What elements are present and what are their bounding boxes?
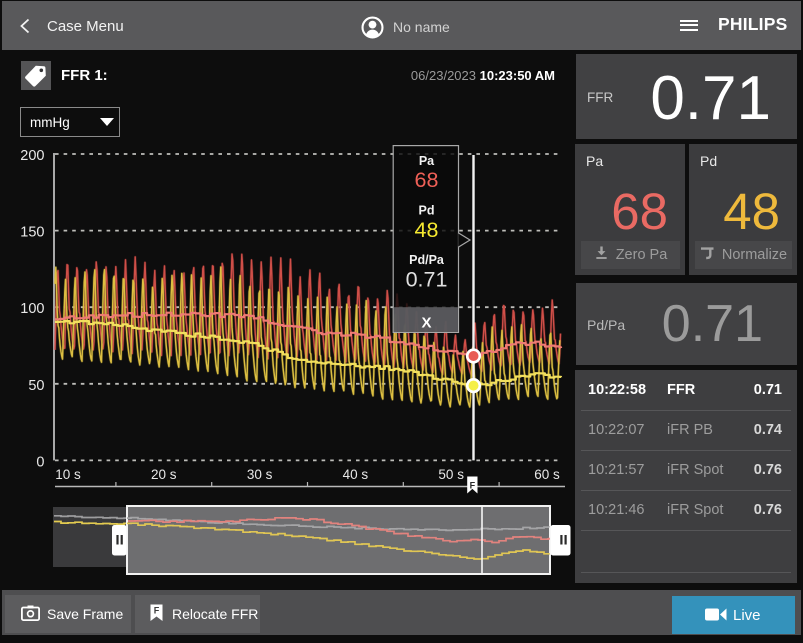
- svg-text:200: 200: [20, 148, 44, 164]
- svg-text:50 s: 50 s: [438, 467, 464, 482]
- svg-text:40 s: 40 s: [343, 467, 369, 482]
- svg-text:20 s: 20 s: [151, 467, 177, 482]
- svg-text:Pa: Pa: [419, 154, 435, 168]
- svg-text:48: 48: [415, 218, 439, 242]
- svg-text:68: 68: [415, 168, 439, 192]
- svg-text:F: F: [470, 481, 476, 491]
- svg-text:30 s: 30 s: [247, 467, 273, 482]
- svg-text:X: X: [421, 315, 431, 332]
- svg-text:0.71: 0.71: [406, 268, 448, 292]
- svg-text:50: 50: [28, 378, 44, 394]
- svg-text:100: 100: [20, 301, 44, 317]
- svg-text:60 s: 60 s: [534, 467, 560, 482]
- svg-text:0: 0: [36, 454, 44, 470]
- svg-text:10 s: 10 s: [55, 467, 81, 482]
- svg-text:Pd: Pd: [419, 204, 435, 218]
- svg-text:F: F: [154, 606, 160, 616]
- svg-text:150: 150: [20, 225, 44, 241]
- svg-text:Pd/Pa: Pd/Pa: [409, 253, 445, 267]
